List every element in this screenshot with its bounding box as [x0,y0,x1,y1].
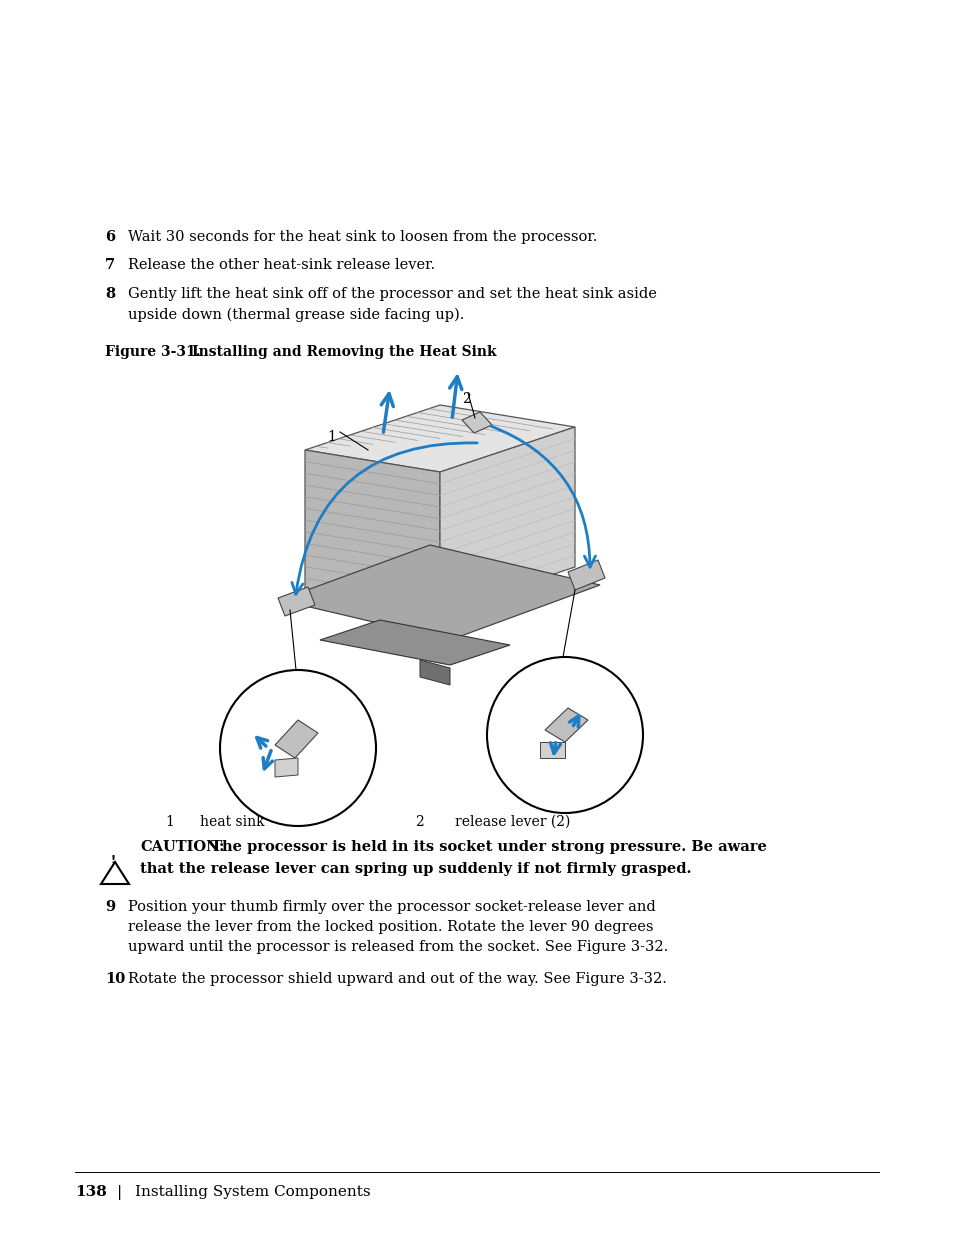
Polygon shape [305,405,575,472]
Text: 138: 138 [75,1186,107,1199]
Polygon shape [319,620,510,664]
Text: Wait 30 seconds for the heat sink to loosen from the processor.: Wait 30 seconds for the heat sink to loo… [128,230,597,245]
Circle shape [220,671,375,826]
Text: 7: 7 [105,258,115,272]
Text: 2: 2 [415,815,423,829]
Text: Installing and Removing the Heat Sink: Installing and Removing the Heat Sink [192,345,497,359]
Polygon shape [567,559,604,590]
Text: |: | [117,1186,122,1200]
Polygon shape [274,758,297,777]
Polygon shape [305,450,439,613]
Text: Figure 3-31.: Figure 3-31. [105,345,200,359]
Polygon shape [101,862,129,884]
Text: that the release lever can spring up suddenly if not firmly grasped.: that the release lever can spring up sud… [140,862,691,876]
Text: CAUTION:: CAUTION: [140,840,224,853]
Text: 1: 1 [165,815,173,829]
Text: 1: 1 [327,430,335,445]
Polygon shape [274,720,317,758]
Polygon shape [280,545,599,640]
Text: release the lever from the locked position. Rotate the lever 90 degrees: release the lever from the locked positi… [128,920,653,934]
Text: 2: 2 [461,391,470,406]
Polygon shape [277,587,314,616]
Text: 10: 10 [105,972,125,986]
Text: Position your thumb firmly over the processor socket-release lever and: Position your thumb firmly over the proc… [128,900,655,914]
Text: Installing System Components: Installing System Components [135,1186,370,1199]
Text: upward until the processor is released from the socket. See Figure 3-32.: upward until the processor is released f… [128,940,667,953]
Text: The processor is held in its socket under strong pressure. Be aware: The processor is held in its socket unde… [206,840,766,853]
Text: heat sink: heat sink [200,815,264,829]
Text: 9: 9 [105,900,115,914]
Polygon shape [461,412,492,433]
Text: Rotate the processor shield upward and out of the way. See Figure 3-32.: Rotate the processor shield upward and o… [128,972,666,986]
Text: Gently lift the heat sink off of the processor and set the heat sink aside: Gently lift the heat sink off of the pro… [128,287,657,301]
Text: upside down (thermal grease side facing up).: upside down (thermal grease side facing … [128,308,464,322]
Polygon shape [439,427,575,613]
Polygon shape [539,742,564,758]
Text: Release the other heat-sink release lever.: Release the other heat-sink release leve… [128,258,435,272]
Text: release lever (2): release lever (2) [455,815,570,829]
Circle shape [486,657,642,813]
Text: 6: 6 [105,230,115,245]
Text: !: ! [111,855,116,864]
Text: 8: 8 [105,287,115,301]
Polygon shape [419,659,450,685]
Polygon shape [544,708,587,742]
